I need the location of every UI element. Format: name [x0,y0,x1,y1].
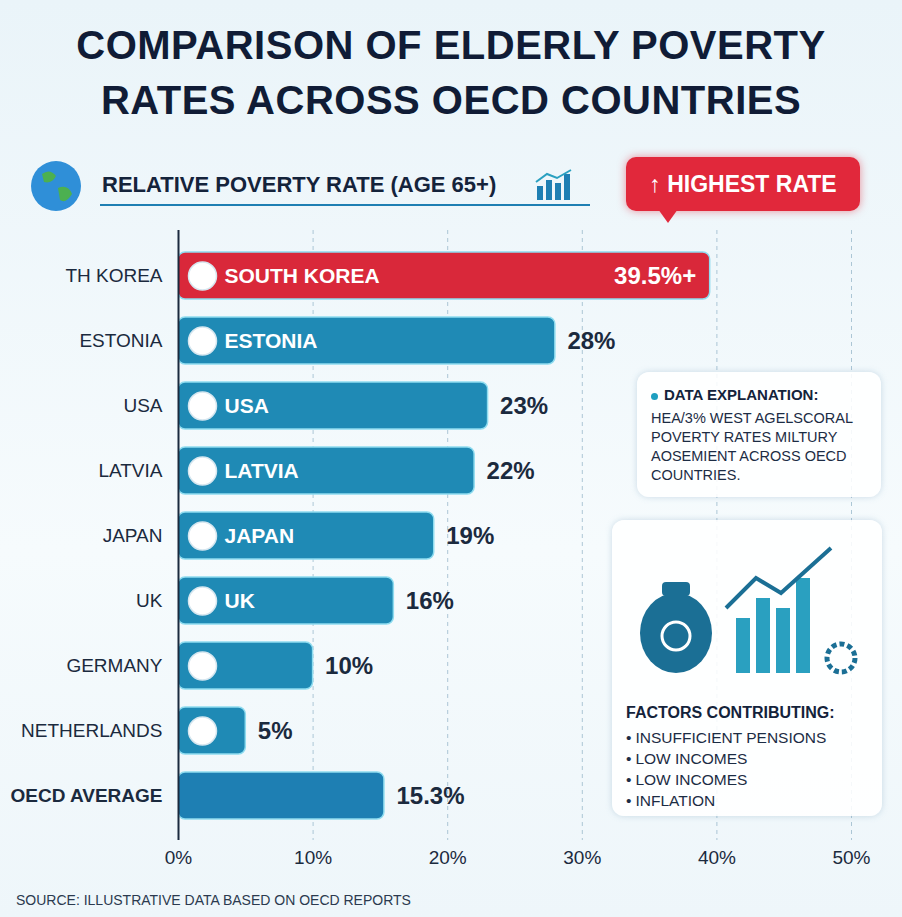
html-text:SOURCE: ILLUSTRATIVE DATA BASE: SOURCE: ILLUSTRATIVE DATA BASED ON OECD … [16,892,411,908]
svg-text:USA: USA [123,395,162,416]
svg-text:5%: 5% [258,717,293,744]
svg-text:19%: 19% [446,522,494,549]
svg-text:50%: 50% [832,847,870,868]
svg-text:SOUTH KOREA: SOUTH KOREA [225,264,380,287]
svg-text:OECD AVERAGE: OECD AVERAGE [10,785,162,806]
svg-text:10%: 10% [325,652,373,679]
html-text:INFLATION: INFLATION [635,792,716,809]
html-text:FACTORS CONTRIBUTING:: FACTORS CONTRIBUTING: [626,704,835,721]
html-text:HEA/3% WEST AGELSCORAL POVERTY: HEA/3% WEST AGELSCORAL POVERTY RATES MIL… [651,410,853,483]
svg-text:NETHERLANDS: NETHERLANDS [21,720,162,741]
svg-text:28%: 28% [567,327,615,354]
html-text:↑ HIGHEST RATE: ↑ HIGHEST RATE [649,170,837,197]
svg-text:UK: UK [225,589,255,612]
svg-text:LATVIA: LATVIA [98,460,162,481]
svg-text:23%: 23% [500,392,548,419]
svg-text:10%: 10% [294,847,332,868]
svg-text:JAPAN: JAPAN [103,525,163,546]
html-text:LOW INCOMES: LOW INCOMES [635,771,748,788]
svg-text:20%: 20% [429,847,467,868]
svg-text:15.3%: 15.3% [396,782,464,809]
html-text:LOW INCOMES: LOW INCOMES [635,750,748,767]
html-text:COMPARISON OF ELDERLY POVERTY: COMPARISON OF ELDERLY POVERTY RATES ACRO… [76,23,826,122]
svg-text:UK: UK [136,590,163,611]
svg-text:USA: USA [225,394,269,417]
svg-text:LATVIA: LATVIA [225,459,299,482]
svg-text:39.5%+: 39.5%+ [614,262,696,289]
svg-text:TH KOREA: TH KOREA [65,265,162,286]
svg-text:0%: 0% [165,847,193,868]
svg-text:ESTONIA: ESTONIA [225,329,318,352]
svg-text:22%: 22% [487,457,535,484]
svg-text:30%: 30% [563,847,601,868]
html-text:DATA EXPLANATION:: DATA EXPLANATION: [664,386,819,403]
html-text:INSUFFICIENT PENSIONS: INSUFFICIENT PENSIONS [635,729,827,746]
svg-text:GERMANY: GERMANY [66,655,162,676]
svg-text:ESTONIA: ESTONIA [79,330,162,351]
html-text:RELATIVE POVERTY RATE (AGE 65+: RELATIVE POVERTY RATE (AGE 65+) [102,172,497,197]
svg-text:40%: 40% [698,847,736,868]
svg-text:JAPAN: JAPAN [225,524,295,547]
svg-text:16%: 16% [406,587,454,614]
